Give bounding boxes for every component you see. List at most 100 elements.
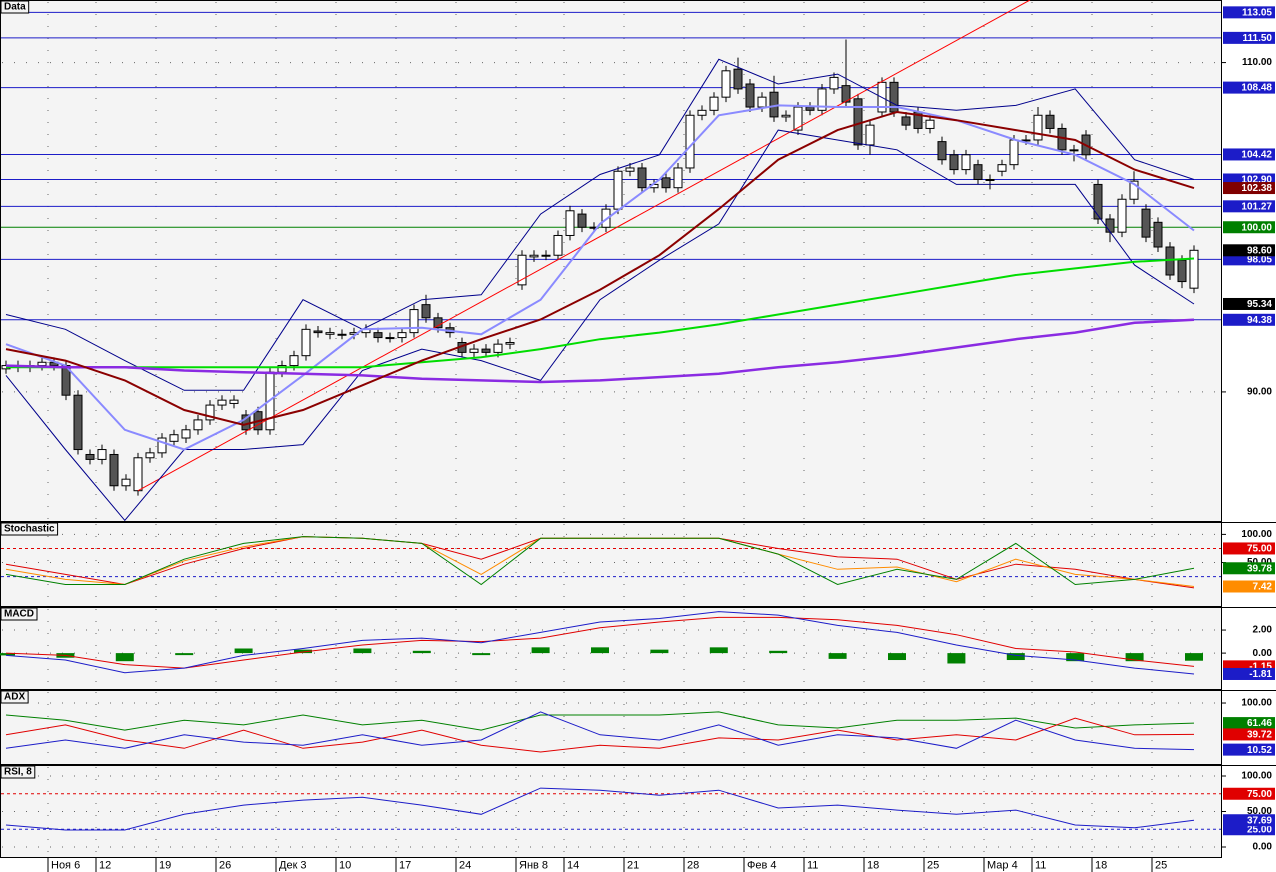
panel [0,765,1222,858]
level-box [1223,221,1275,234]
last-value-label: 39.72 [1247,730,1272,741]
y-tick-label: 100.00 [1241,771,1272,782]
panel-title-box [0,0,30,14]
candle-body [205,404,215,421]
indicator-line [5,536,1195,586]
histogram-bar [294,649,312,654]
panel-title-box [0,765,36,779]
candle-body [421,304,431,319]
indicator-line [5,711,1195,731]
overlay-line [6,257,1195,369]
x-tick-label: 19 [159,859,171,871]
level-box [1223,313,1275,326]
candle-body [1021,139,1031,142]
x-axis-bg [0,858,1276,872]
histogram-bar [709,647,728,654]
histogram-bar [591,647,609,654]
level-label: 108.48 [1241,83,1272,94]
overlay-line [5,129,1195,522]
level-label: 25.00 [1247,824,1272,835]
last-value-label: 61.46 [1247,718,1272,729]
candle-body [109,453,119,487]
level-label: 101.27 [1241,201,1272,212]
last-value-box [1223,580,1275,593]
panel [0,607,1222,690]
candle-body [721,70,731,98]
price-box [1223,297,1275,310]
y-tick-label: 50.00 [1247,806,1272,817]
candle-body [577,213,587,228]
candle-body [1165,246,1175,276]
candle-body [1141,208,1151,238]
histogram-bar [828,653,847,659]
level-box [1223,542,1275,555]
candle-body [541,254,551,257]
panel-title: ADX [4,692,25,703]
level-label: 75.00 [1247,789,1272,800]
x-tick-label: 18 [1095,859,1107,871]
overlay-line [5,58,1195,391]
last-value-box [1223,728,1275,741]
price-label: 98.60 [1247,245,1272,256]
candle-body [1177,259,1187,283]
candle-body [817,88,827,111]
candle-body [733,68,743,90]
candle-body [757,96,767,108]
last-value-box [1223,814,1275,827]
x-tick-label: 25 [1155,859,1167,871]
candle-body [613,170,623,210]
candle-body [697,109,707,116]
candle-body [865,124,875,146]
histogram-bar [947,653,966,664]
histogram-bar [531,647,550,654]
candle-body [781,114,791,118]
candle-body [997,164,1007,172]
x-tick-label: Фев 4 [747,859,777,871]
candle-body [289,355,299,367]
histogram-bar [769,650,788,654]
histogram-bar [353,648,372,654]
histogram-bar [234,648,253,654]
x-tick-label: 28 [687,859,699,871]
candle-body [1105,218,1115,233]
candle-body [301,328,311,357]
level-box [1223,787,1275,800]
x-tick-label: 10 [339,859,351,871]
histogram-bar [1185,653,1203,661]
last-value-box [1223,743,1275,756]
candle-body [625,167,635,172]
candle-body [961,154,971,171]
candle-body [37,361,47,367]
histogram-bar [1006,653,1025,661]
candle-body [1153,221,1163,248]
candle-body [745,83,755,108]
level-box [1223,200,1275,213]
histogram-bar [888,653,906,661]
candle-body [661,177,671,189]
candle-body [925,119,935,129]
candle-body [805,106,815,111]
price-box [1223,182,1275,195]
x-tick-label: 12 [99,859,111,871]
candle-body [565,210,575,236]
panel-title: MACD [4,609,34,620]
last-value-box [1223,562,1275,575]
level-box [1223,823,1275,836]
candle-body [73,394,83,451]
level-label: 104.42 [1241,150,1272,161]
level-label: 94.38 [1247,315,1272,326]
candle-body [481,348,491,353]
candle-body [1033,114,1043,141]
indicator-line [5,717,1195,753]
overlay-line [5,318,1195,384]
candle-body [313,330,323,334]
candle-body [373,332,383,339]
candle-body [1069,149,1079,152]
last-value-label: 10.52 [1247,745,1272,756]
candle-body [553,234,563,256]
level-box [1223,6,1275,19]
histogram-bar [650,649,669,654]
x-tick-label: 24 [459,859,471,871]
panel [0,0,1222,522]
panel [0,690,1222,765]
